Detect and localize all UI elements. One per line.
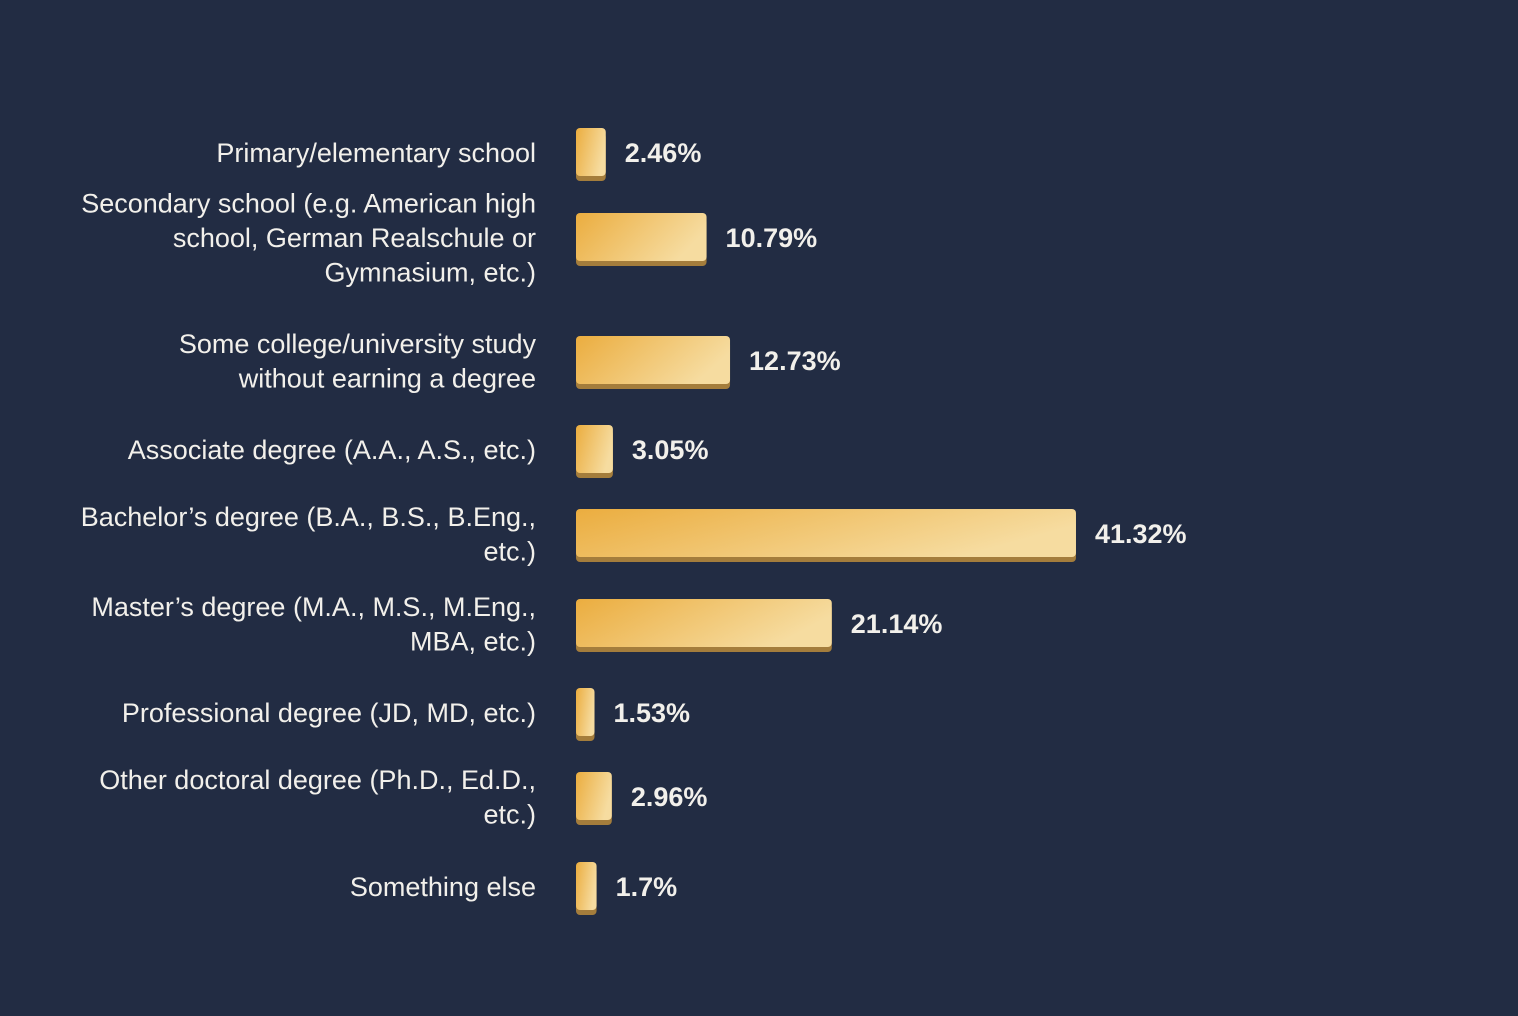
bar (576, 128, 606, 176)
category-label-line: Master’s degree (M.A., M.S., M.Eng., (91, 592, 536, 622)
data-label: 10.79% (726, 223, 818, 253)
bars-layer: 2.46% Primary/elementary school 10.79% Seco… (81, 128, 1187, 915)
bar (576, 425, 613, 473)
category-label-line: Some college/university study (179, 329, 537, 359)
category-label-line: Bachelor’s degree (B.A., B.S., B.Eng., (81, 502, 536, 532)
category-label-line: Secondary school (e.g. American high (81, 189, 536, 219)
category-label: Other doctoral degree (Ph.D., Ed.D., etc.… (99, 765, 536, 830)
category-label: Associate degree (A.A., A.S., etc.) (128, 435, 536, 465)
data-label: 12.73% (749, 346, 841, 376)
category-label: Master’s degree (M.A., M.S., M.Eng., MBA,… (91, 592, 536, 657)
category-label-line: Primary/elementary school (216, 138, 536, 168)
category-label-line: Gymnasium, etc.) (324, 258, 536, 288)
data-label: 1.7% (616, 872, 678, 902)
category-label: Professional degree (JD, MD, etc.) (122, 698, 536, 728)
data-label: 2.96% (631, 782, 708, 812)
category-label: Primary/elementary school (216, 138, 536, 168)
category-label: Secondary school (e.g. American high scho… (81, 189, 536, 288)
bar (576, 599, 832, 647)
data-label: 41.32% (1095, 519, 1187, 549)
category-label-line: etc.) (483, 799, 536, 829)
data-label: 1.53% (614, 698, 691, 728)
data-label: 21.14% (851, 609, 943, 639)
bar (576, 862, 597, 910)
bar (576, 688, 595, 736)
category-label-line: Something else (350, 872, 536, 902)
bar (576, 213, 707, 261)
category-label: Bachelor’s degree (B.A., B.S., B.Eng., et… (81, 502, 536, 567)
category-label-line: MBA, etc.) (410, 626, 536, 656)
category-label-line: Professional degree (JD, MD, etc.) (122, 698, 536, 728)
data-label: 2.46% (625, 138, 702, 168)
category-label-line: without earning a degree (238, 363, 536, 393)
bar (576, 336, 731, 384)
category-label-line: etc.) (483, 536, 536, 566)
category-label-line: Associate degree (A.A., A.S., etc.) (128, 435, 536, 465)
bar (576, 772, 612, 820)
bar (576, 509, 1076, 557)
data-label: 3.05% (632, 435, 709, 465)
category-label-line: Other doctoral degree (Ph.D., Ed.D., (99, 765, 536, 795)
category-label: Some college/university study without ear… (179, 329, 537, 394)
category-label: Something else (350, 872, 536, 902)
category-label-line: school, German Realschule or (173, 223, 536, 253)
